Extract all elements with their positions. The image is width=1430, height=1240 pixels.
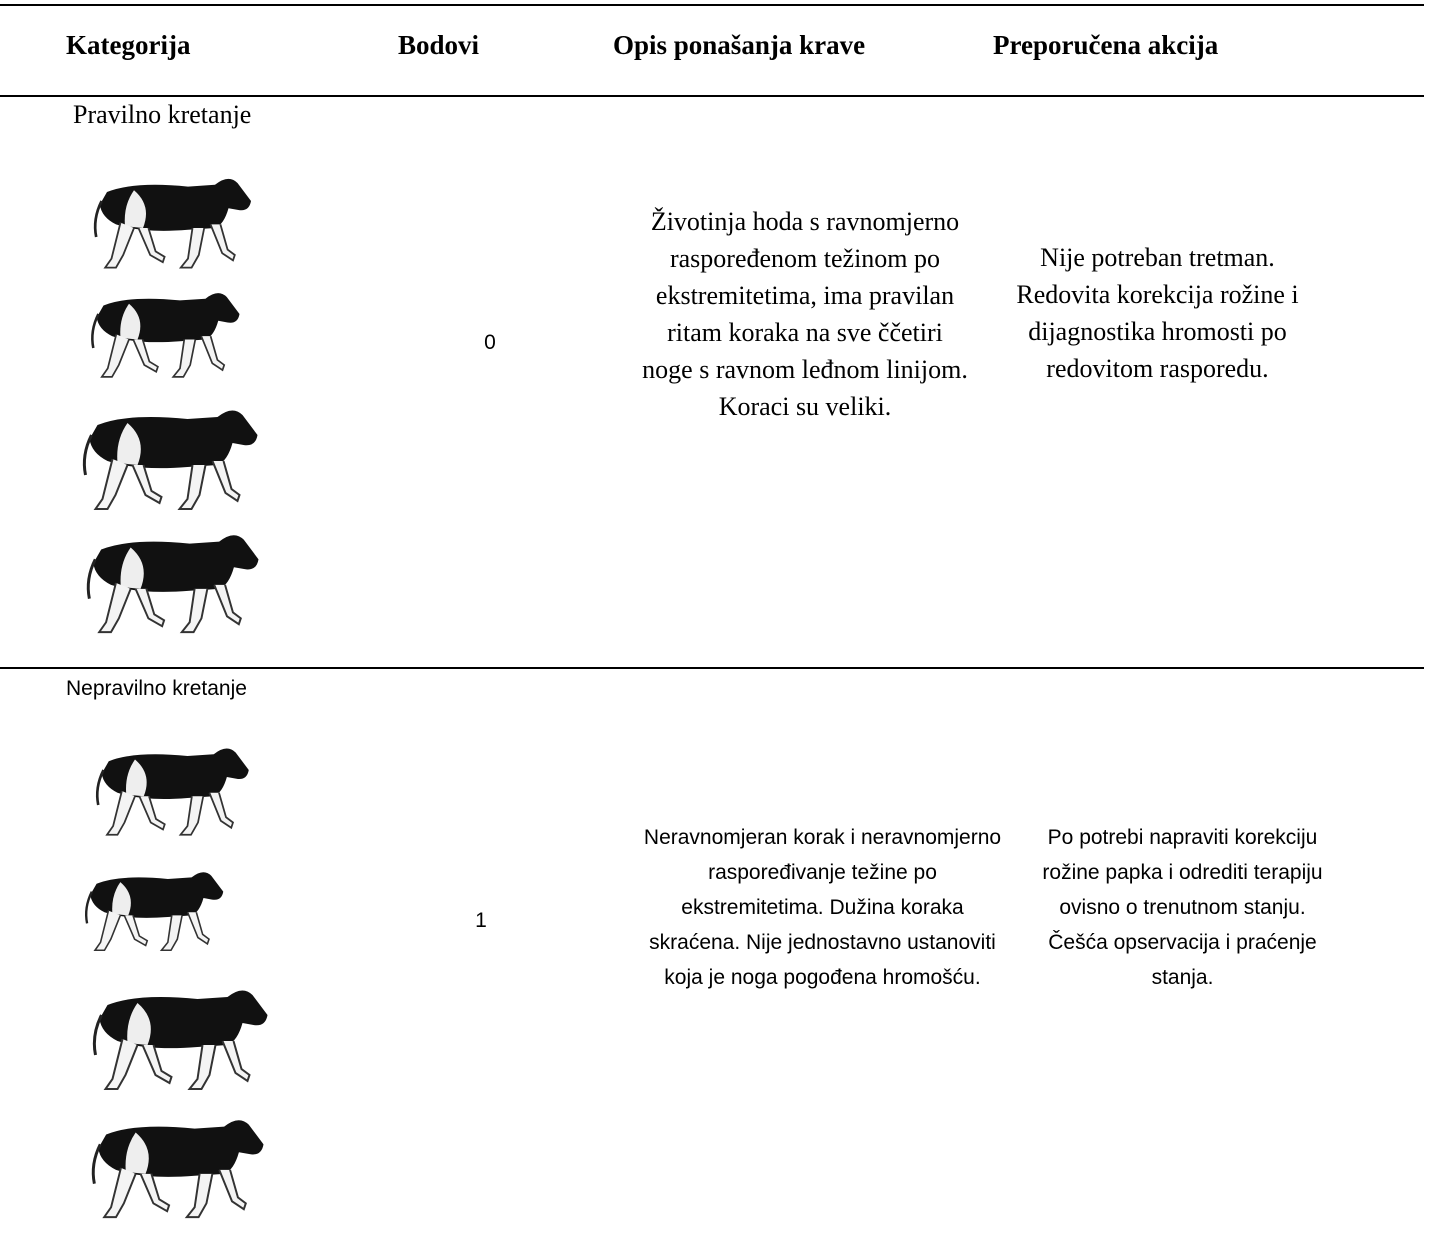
category: Nepravilno kretanje <box>66 677 247 700</box>
header-cell: Preporučena akcija <box>993 30 1219 60</box>
header-cell: Bodovi <box>398 30 480 60</box>
description: Neravnomjeran korak i neravnomjerno rasp… <box>643 826 1002 989</box>
cow-image <box>72 860 232 955</box>
action: Nije potreban tretman. Redovita korekcij… <box>1016 243 1299 383</box>
cow-image <box>80 165 260 273</box>
score: 1 <box>475 909 487 932</box>
cow-image <box>78 280 248 382</box>
cow-image <box>65 395 270 515</box>
cow-image <box>80 735 260 840</box>
category: Pravilno kretanje <box>73 100 252 129</box>
description: Životinja hoda s ravnomjerno raspoređeno… <box>642 207 968 421</box>
score: 0 <box>484 331 496 354</box>
action: Po potrebi napraviti korekciju rožine pa… <box>1042 826 1323 989</box>
cow-image <box>70 520 270 638</box>
rule <box>0 4 1424 6</box>
cow-image <box>75 975 280 1095</box>
rule <box>0 667 1424 669</box>
cow-image <box>75 1105 275 1223</box>
rule <box>0 95 1424 97</box>
header-cell: Kategorija <box>66 30 191 60</box>
header-cell: Opis ponašanja krave <box>613 30 866 60</box>
